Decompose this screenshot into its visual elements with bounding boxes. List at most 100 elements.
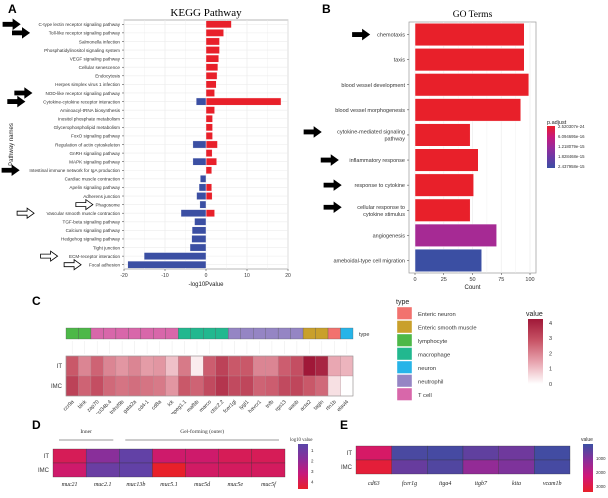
bar-up bbox=[205, 166, 212, 175]
filled-arrow-icon bbox=[2, 18, 21, 31]
type-annotation-cell bbox=[228, 327, 241, 340]
heatmap-cell bbox=[203, 375, 216, 397]
column-label: rgs13 bbox=[274, 399, 288, 413]
category-label: TGF-beta signaling pathway bbox=[63, 220, 121, 225]
legend-label: 2000 bbox=[596, 470, 606, 475]
column-label: elavl4 bbox=[336, 399, 350, 413]
type-annotation-cell bbox=[178, 327, 191, 340]
bar-up bbox=[205, 140, 218, 149]
category-label: ECM-receptor interaction bbox=[69, 254, 121, 259]
heatmap-cell bbox=[534, 445, 571, 461]
column-label: havcr1 bbox=[247, 399, 263, 414]
heatmap-cell bbox=[90, 375, 104, 397]
legend-label: 6.094695e-16 bbox=[558, 134, 585, 139]
category-label: Phagosome bbox=[95, 202, 120, 207]
legend-title: type bbox=[396, 299, 409, 306]
legend-swatch bbox=[396, 387, 413, 401]
category-label: Focal adhesion bbox=[89, 263, 121, 268]
type-annotation-cell bbox=[215, 327, 229, 340]
heatmap-cell bbox=[265, 355, 279, 377]
x-axis-label: -log10Pvalue bbox=[188, 282, 224, 288]
category-label: MAPK signaling pathway bbox=[69, 159, 121, 164]
heatmap-cell bbox=[327, 375, 341, 397]
heatmap-cell bbox=[203, 355, 216, 377]
category-label: cytokine-mediated signaling bbox=[337, 129, 405, 135]
heatmap-cell bbox=[228, 375, 241, 397]
bar-down bbox=[143, 252, 207, 260]
heatmap-cell bbox=[218, 448, 253, 464]
type-annotation-cell bbox=[327, 327, 341, 340]
heatmap-cell bbox=[128, 375, 142, 397]
column-label: tnfb bbox=[265, 399, 276, 410]
legend-colorbar bbox=[583, 444, 593, 492]
bar bbox=[414, 223, 497, 247]
type-annotation-cell bbox=[253, 327, 266, 340]
panel-letter-c: C bbox=[32, 294, 41, 308]
heatmap-cell bbox=[498, 445, 535, 461]
category-label: Toll-like receptor signaling pathway bbox=[49, 31, 121, 36]
bar bbox=[414, 248, 482, 272]
heatmap-cell bbox=[185, 448, 219, 464]
heatmap-cell bbox=[85, 462, 120, 478]
bar-down bbox=[200, 175, 207, 183]
type-annotation-cell bbox=[340, 327, 354, 340]
immune-marker-heatmap: cd63 fcer1g itga4 itgb7 kita vcam1b IT IMC value… bbox=[341, 437, 606, 492]
heatmap-cell bbox=[355, 445, 392, 461]
column-label: tagln bbox=[313, 399, 325, 411]
bar-up bbox=[205, 106, 215, 114]
column-label: muc2.1 bbox=[94, 482, 112, 488]
filled-arrow-icon bbox=[12, 27, 31, 39]
category-label: Calcium signaling pathway bbox=[66, 228, 121, 233]
bar-up bbox=[205, 46, 220, 54]
category-label: cellular response to bbox=[357, 205, 405, 211]
column-label: muc5.1 bbox=[160, 482, 178, 488]
legend-label: 2.437958e-15 bbox=[558, 164, 585, 169]
bar-down bbox=[194, 217, 207, 226]
bar-up bbox=[205, 209, 215, 217]
legend-title: log10 value bbox=[290, 438, 313, 443]
heatmap-cell bbox=[115, 355, 129, 377]
category-label: Inositol phosphate metabolism bbox=[58, 117, 120, 122]
type-annotation-cell bbox=[78, 327, 92, 340]
column-label: wasb bbox=[287, 399, 300, 412]
heatmap-cell bbox=[253, 375, 266, 397]
heatmap-cell bbox=[462, 445, 499, 461]
bar bbox=[414, 123, 471, 147]
group-label: Inner bbox=[80, 429, 92, 435]
bar-down bbox=[199, 200, 207, 209]
legend-title: value bbox=[526, 311, 543, 318]
row-label: IT bbox=[347, 451, 353, 457]
legend-label: T cell bbox=[418, 393, 432, 399]
heatmap-border bbox=[65, 355, 354, 397]
heatmap-cell bbox=[65, 355, 79, 377]
type-annotation-cell bbox=[115, 327, 129, 340]
category-label: C-type lectin receptor signaling pathway bbox=[39, 22, 121, 27]
filled-arrow-icon bbox=[323, 201, 342, 214]
heatmap-cell bbox=[462, 459, 499, 475]
category-label: Herpes simplex virus 1 infection bbox=[55, 82, 120, 87]
panel-letter-a: A bbox=[8, 2, 17, 16]
heatmap-cell bbox=[290, 355, 304, 377]
category-label: Tight junction bbox=[93, 245, 121, 250]
filled-arrow-icon bbox=[303, 126, 322, 138]
column-label: muc21 bbox=[62, 482, 78, 488]
legend-label: 0 bbox=[549, 382, 552, 388]
heatmap-cell bbox=[240, 375, 254, 397]
category-label: Cardiac muscle contraction bbox=[65, 177, 121, 182]
category-label: taxis bbox=[394, 58, 406, 64]
filled-arrow-icon bbox=[320, 154, 339, 166]
bar-down bbox=[192, 157, 207, 166]
heatmap-cell bbox=[119, 462, 153, 478]
category-label: Cytokine-cytokine receptor interaction bbox=[43, 99, 120, 104]
category-label: Intestinal immune network for IgA produc… bbox=[29, 168, 120, 173]
heatmap-cell bbox=[355, 459, 392, 475]
legend-swatch bbox=[396, 333, 413, 347]
category-label: VEGF signaling pathway bbox=[70, 56, 121, 61]
category-label: Phosphatidylinositol signaling system bbox=[44, 48, 120, 53]
column-label: itgb7 bbox=[475, 481, 488, 487]
type-annotation-cell bbox=[103, 327, 117, 340]
column-label: fcer1g bbox=[402, 480, 417, 487]
category-label: blood vessel development bbox=[341, 83, 405, 89]
heatmap-cell bbox=[190, 355, 204, 377]
category-label: Hedgehog signaling pathway bbox=[61, 237, 121, 242]
